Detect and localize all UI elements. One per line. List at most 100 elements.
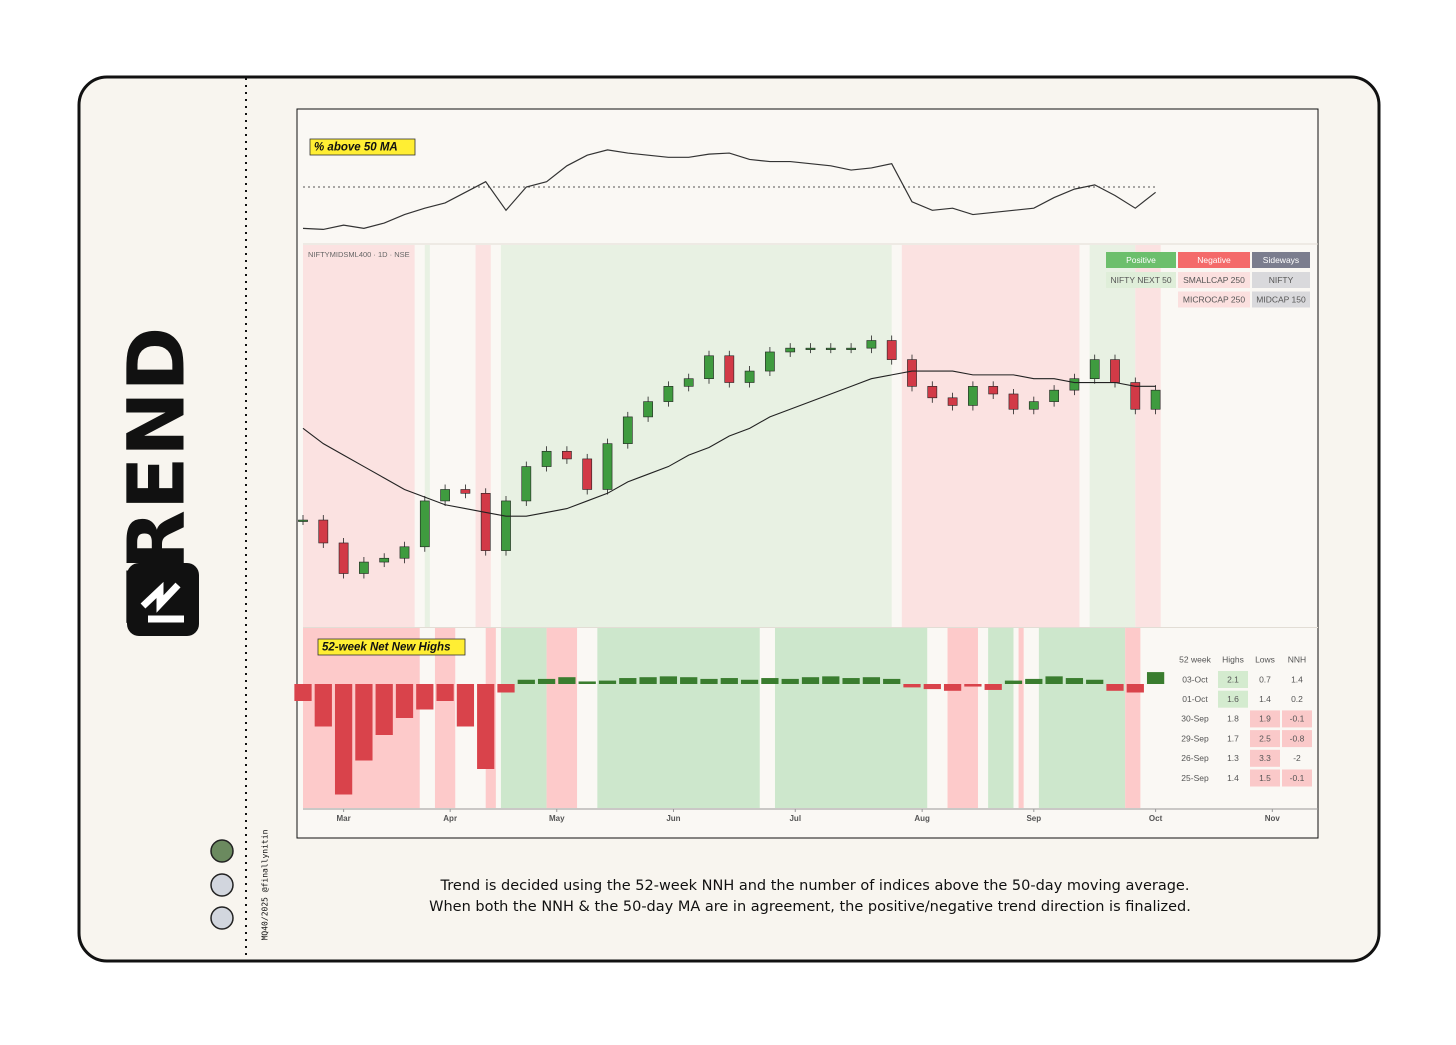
x-tick-label: Mar <box>336 814 350 823</box>
candle <box>318 519 329 544</box>
candle <box>1028 401 1039 410</box>
nnh-bar <box>740 679 759 684</box>
table-cell: 1.4 <box>1291 674 1303 684</box>
x-tick-label: Oct <box>1149 814 1163 823</box>
regime-band <box>597 628 760 808</box>
candle <box>460 489 471 494</box>
nnh-bar <box>1146 672 1165 684</box>
legend-cell-label: MICROCAP 250 <box>1183 294 1245 304</box>
nnh-bar <box>334 684 353 795</box>
nnh-bar <box>1086 679 1104 684</box>
breadth-line <box>302 149 1156 231</box>
nnh-bar <box>578 681 596 684</box>
regime-band <box>1089 245 1136 627</box>
table-cell: 26-Sep <box>1181 753 1209 763</box>
candle <box>480 492 491 551</box>
nnh-bar <box>619 678 637 684</box>
nnh-bar <box>964 684 982 687</box>
nnh-bar <box>456 684 475 727</box>
candle <box>359 561 369 574</box>
x-tick-label: Nov <box>1265 814 1281 823</box>
regime-band <box>1125 628 1141 808</box>
x-tick-label: May <box>549 814 565 823</box>
candle <box>643 401 653 418</box>
nnh-bar <box>294 684 312 701</box>
dot <box>210 839 234 863</box>
table-cell-bg <box>1282 769 1312 787</box>
legend-cell <box>1178 291 1250 308</box>
table-header: 52 week <box>1179 654 1211 664</box>
table-cell: 1.8 <box>1227 714 1239 724</box>
candle <box>846 347 856 350</box>
panel-label: % above 50 MA <box>314 142 398 154</box>
nnh-bar <box>923 684 941 690</box>
table-cell: 2.5 <box>1259 733 1271 743</box>
nnh-bar <box>680 677 698 684</box>
table-cell: 2.1 <box>1227 674 1239 684</box>
nnh-bar <box>1065 678 1084 684</box>
candle <box>866 340 877 349</box>
nnh-bar <box>842 678 860 684</box>
regime-band <box>774 628 928 808</box>
candle <box>704 355 714 379</box>
nnh-bar <box>943 684 962 691</box>
candle <box>582 458 593 490</box>
credit: MQ40/2025 @finallynitin <box>261 829 270 940</box>
nnh-bar <box>537 678 556 684</box>
logo-icon <box>140 581 184 623</box>
candle <box>744 370 755 383</box>
table-cell-bg <box>1250 730 1280 748</box>
table-cell: -2 <box>1293 753 1301 763</box>
regime-band <box>1038 628 1126 808</box>
candle <box>298 519 308 522</box>
regime-band <box>500 628 547 808</box>
table-cell-bg <box>1282 710 1312 728</box>
legend-header-label: Sideways <box>1263 255 1299 265</box>
candle <box>419 500 430 548</box>
regime-band <box>546 628 578 808</box>
candle <box>886 340 897 360</box>
candle <box>785 347 796 353</box>
table-cell: 1.4 <box>1227 773 1239 783</box>
nnh-bar <box>984 684 1002 690</box>
regime-band <box>303 245 415 627</box>
table-cell: 1.5 <box>1259 773 1271 783</box>
candle <box>1089 359 1100 380</box>
table-cell: 1.3 <box>1227 753 1239 763</box>
nnh-bar <box>700 678 718 684</box>
candle <box>988 386 999 395</box>
regime-band <box>1018 628 1024 808</box>
table-cell-bg <box>1218 690 1248 708</box>
candle <box>907 359 917 387</box>
table-cell: 1.7 <box>1227 733 1239 743</box>
regime-band <box>1135 245 1161 627</box>
legend-cell <box>1252 272 1310 288</box>
caption: When both the NNH & the 50-day MA are in… <box>429 899 1191 915</box>
nnh-bar <box>1045 676 1063 684</box>
table-cell-bg <box>1218 671 1248 688</box>
table-cell: 1.6 <box>1227 694 1239 704</box>
nnh-bar <box>659 676 678 684</box>
candle <box>663 386 674 402</box>
regime-band <box>947 628 978 808</box>
table-header: NNH <box>1288 654 1306 664</box>
candle <box>825 347 836 350</box>
candle <box>521 466 532 502</box>
table-cell: 29-Sep <box>1181 733 1209 743</box>
table-cell: 03-Oct <box>1182 674 1208 684</box>
nnh-bar <box>720 678 738 684</box>
nnh-bar <box>517 679 535 684</box>
nnh-bar <box>1126 684 1144 693</box>
candle <box>968 386 978 406</box>
nnh-bar <box>862 677 881 684</box>
nnh-bar <box>558 677 576 684</box>
candle <box>562 450 572 460</box>
regime-band <box>475 245 491 627</box>
table-cell: 0.7 <box>1259 674 1271 684</box>
x-tick-label: Apr <box>443 814 457 823</box>
table-cell: -0.1 <box>1290 714 1305 724</box>
table-cell-bg <box>1250 710 1280 728</box>
legend-header-label: Negative <box>1197 255 1231 265</box>
